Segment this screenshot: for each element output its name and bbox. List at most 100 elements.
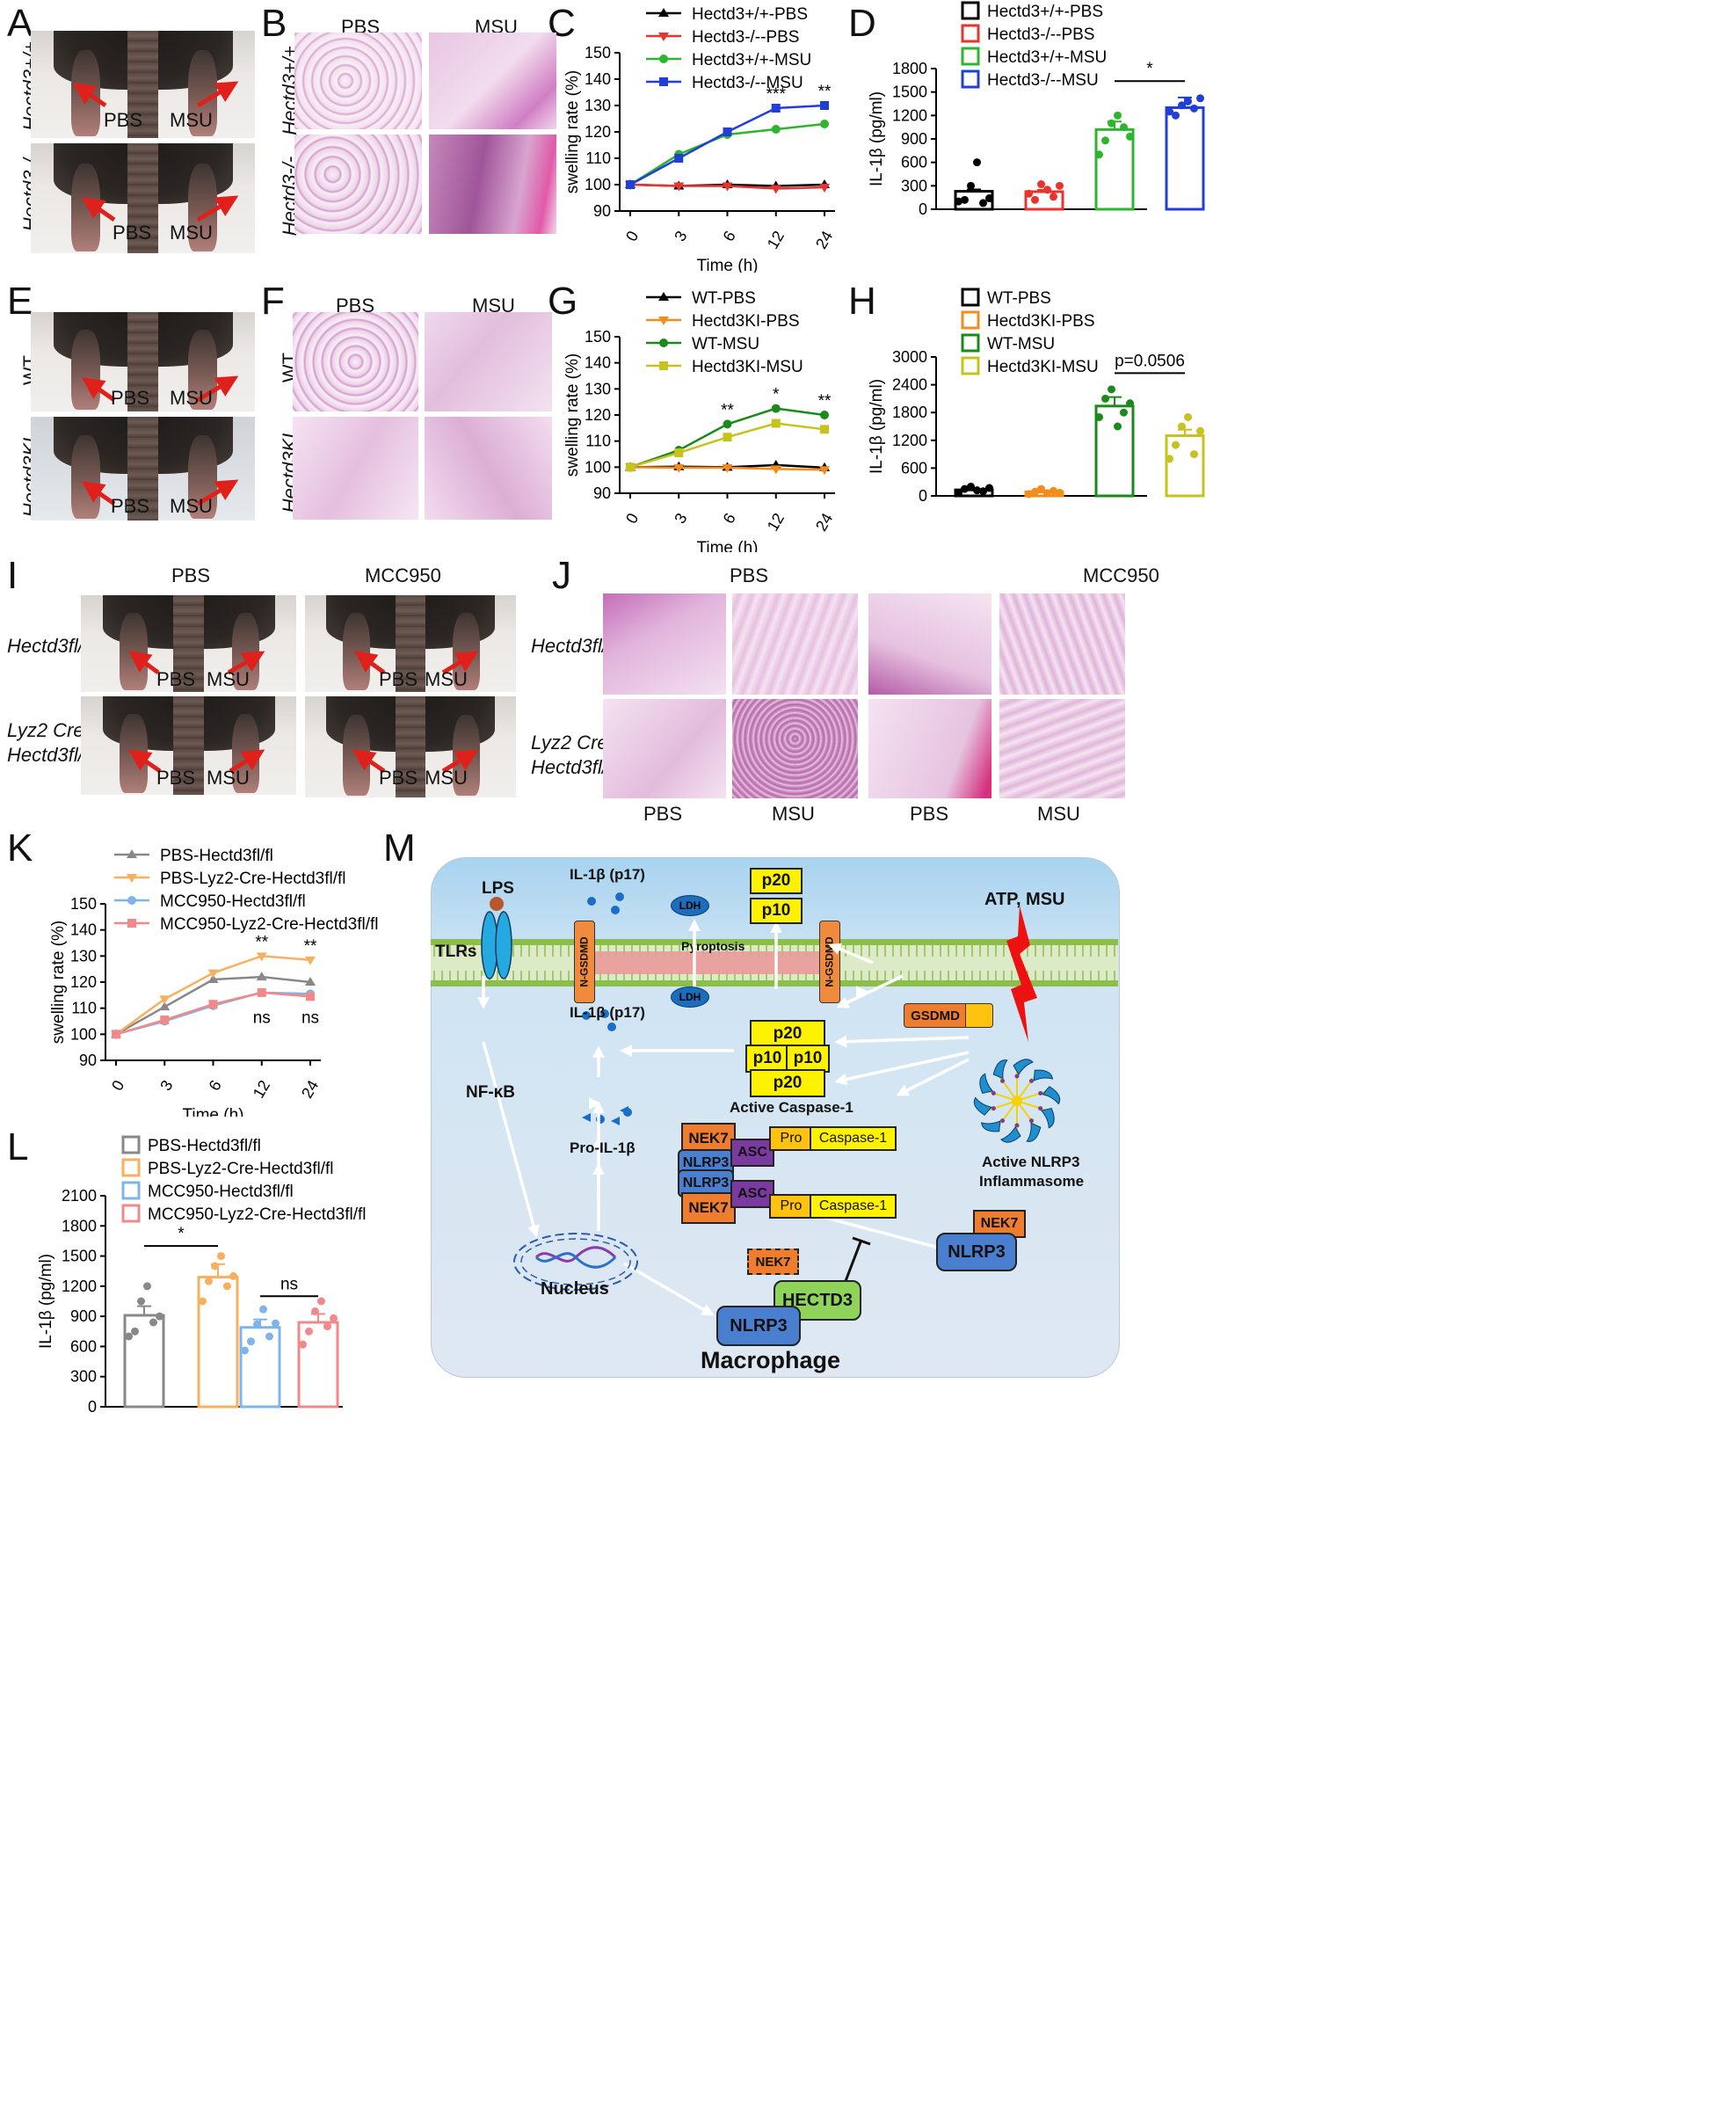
y-tick-label: 140 [585,70,611,88]
nlrp3-spoke [992,1059,1018,1102]
data-point [205,1277,213,1285]
nlrp3-spoke [1016,1086,1061,1105]
data-point [223,1282,231,1291]
data-point [256,972,267,981]
y-tick-label: 140 [585,354,611,372]
spoke-node [1000,1078,1006,1083]
significance-mark: * [1146,60,1153,78]
legend-marker [659,339,668,347]
series-line [629,422,825,469]
label-pbs: PBS [379,767,418,789]
data-point [1101,394,1109,403]
data-point [241,1346,249,1355]
data-point [1043,186,1051,194]
spoke-blade [979,1073,994,1095]
data-point [1095,412,1103,421]
nlrp3-box: NLRP3 [936,1233,1017,1271]
data-point [1196,94,1204,103]
spoke-node [1000,1118,1006,1124]
y-tick-label: 1200 [892,432,927,449]
x-tick-label: 24 [812,510,836,534]
y-tick-label: 90 [593,484,611,502]
data-point [1126,132,1134,141]
mouse-photo-i-pbs-top [81,595,296,692]
gsdmd: GSDMD [904,1003,967,1028]
data-point [1184,97,1192,106]
y-tick-label: 130 [585,380,611,397]
x-tick-label: 3 [671,228,690,244]
significance-mark: ns [280,1275,298,1293]
data-point [1025,490,1033,499]
y-tick-label: 0 [919,487,927,505]
significance-mark: ** [255,933,268,951]
histology-f-pbs-top [293,312,418,411]
nek7-box: NEK7 [681,1192,736,1224]
gsdmd-c-term [965,1003,993,1028]
significance-mark: * [178,1225,185,1243]
nlrp3-spoke [980,1100,1018,1132]
series-line [629,104,825,186]
x-tick-label: 6 [720,510,739,527]
y-axis-label: IL-1β (pg/ml) [868,91,886,186]
data-point [674,154,684,163]
significance-mark: p=0.0506 [1115,352,1185,370]
label-pbs: PBS [113,222,152,244]
x-tick-label: 0 [108,1077,127,1094]
panel-letter-g: G [548,280,578,323]
y-tick-label: 600 [901,154,927,171]
data-point [1172,440,1180,449]
active-nlrp3-label-1: Active NLRP3 [982,1154,1080,1170]
bar [123,1314,165,1409]
nlrp3-spoke [979,1073,1018,1102]
bar [297,1321,339,1409]
data-point [820,411,829,419]
legend-label: WT-MSU [692,335,759,353]
legend-label: WT-PBS [692,289,756,308]
data-point [1050,193,1057,201]
spoke-blade [1040,1107,1055,1129]
pro-il1b-label: Pro-IL-1β [570,1139,636,1156]
y-tick-label: 130 [70,947,97,965]
legend-label: MCC950-Lyz2-Cre-Hectd3fl/fl [148,1205,366,1224]
data-point [771,104,781,113]
y-axis-label: swelling rate (%) [563,353,582,477]
data-point [207,974,219,984]
data-point [967,482,975,491]
row-label-j-bottom-2: Hectd3fl/fl [531,756,617,778]
y-tick-label: 140 [70,921,97,939]
panel-letter-l: L [7,1125,29,1168]
data-point [1056,181,1064,190]
legend-label: MCC950-Lyz2-Cre-Hectd3fl/fl [160,915,378,934]
data-point [820,101,829,110]
spoke-blade [973,1096,992,1116]
y-tick-label: 100 [70,1025,97,1043]
label-pbs: PBS [111,387,150,409]
mouse-photo-e-bottom [31,417,255,521]
y-axis-label: IL-1β (pg/ml) [868,379,886,474]
pyroptosis-label: Pyroptosis [681,939,745,953]
data-point [1126,399,1134,408]
nucleus-label: Nucleus [541,1279,609,1299]
histology-j-2 [732,593,858,695]
data-point [1114,111,1122,120]
legend-label: WT-MSU [987,335,1055,353]
caspase-p10-left: p10 [745,1045,789,1073]
data-point [985,484,993,492]
data-point [159,1001,171,1011]
legend-label: Hectd3KI-PBS [987,312,1095,331]
data-point [626,462,635,472]
label-pbs: PBS [156,668,196,690]
histology-j-7 [868,699,991,798]
x-tick-label: 3 [156,1077,176,1094]
legend-swatch [961,333,980,353]
spoke-blade [1042,1086,1061,1105]
y-tick-label: 110 [585,433,611,450]
data-point [1178,101,1186,110]
x-axis-label: Time (h) [182,1106,243,1117]
y-tick-label: 600 [70,1337,97,1355]
bar [239,1326,281,1409]
x-tick-label: 6 [720,228,739,244]
row-label-i-bottom-1: Lyz2 Cre- [7,719,91,741]
panel-letter-i: I [7,554,18,597]
legend-swatch [121,1181,141,1200]
